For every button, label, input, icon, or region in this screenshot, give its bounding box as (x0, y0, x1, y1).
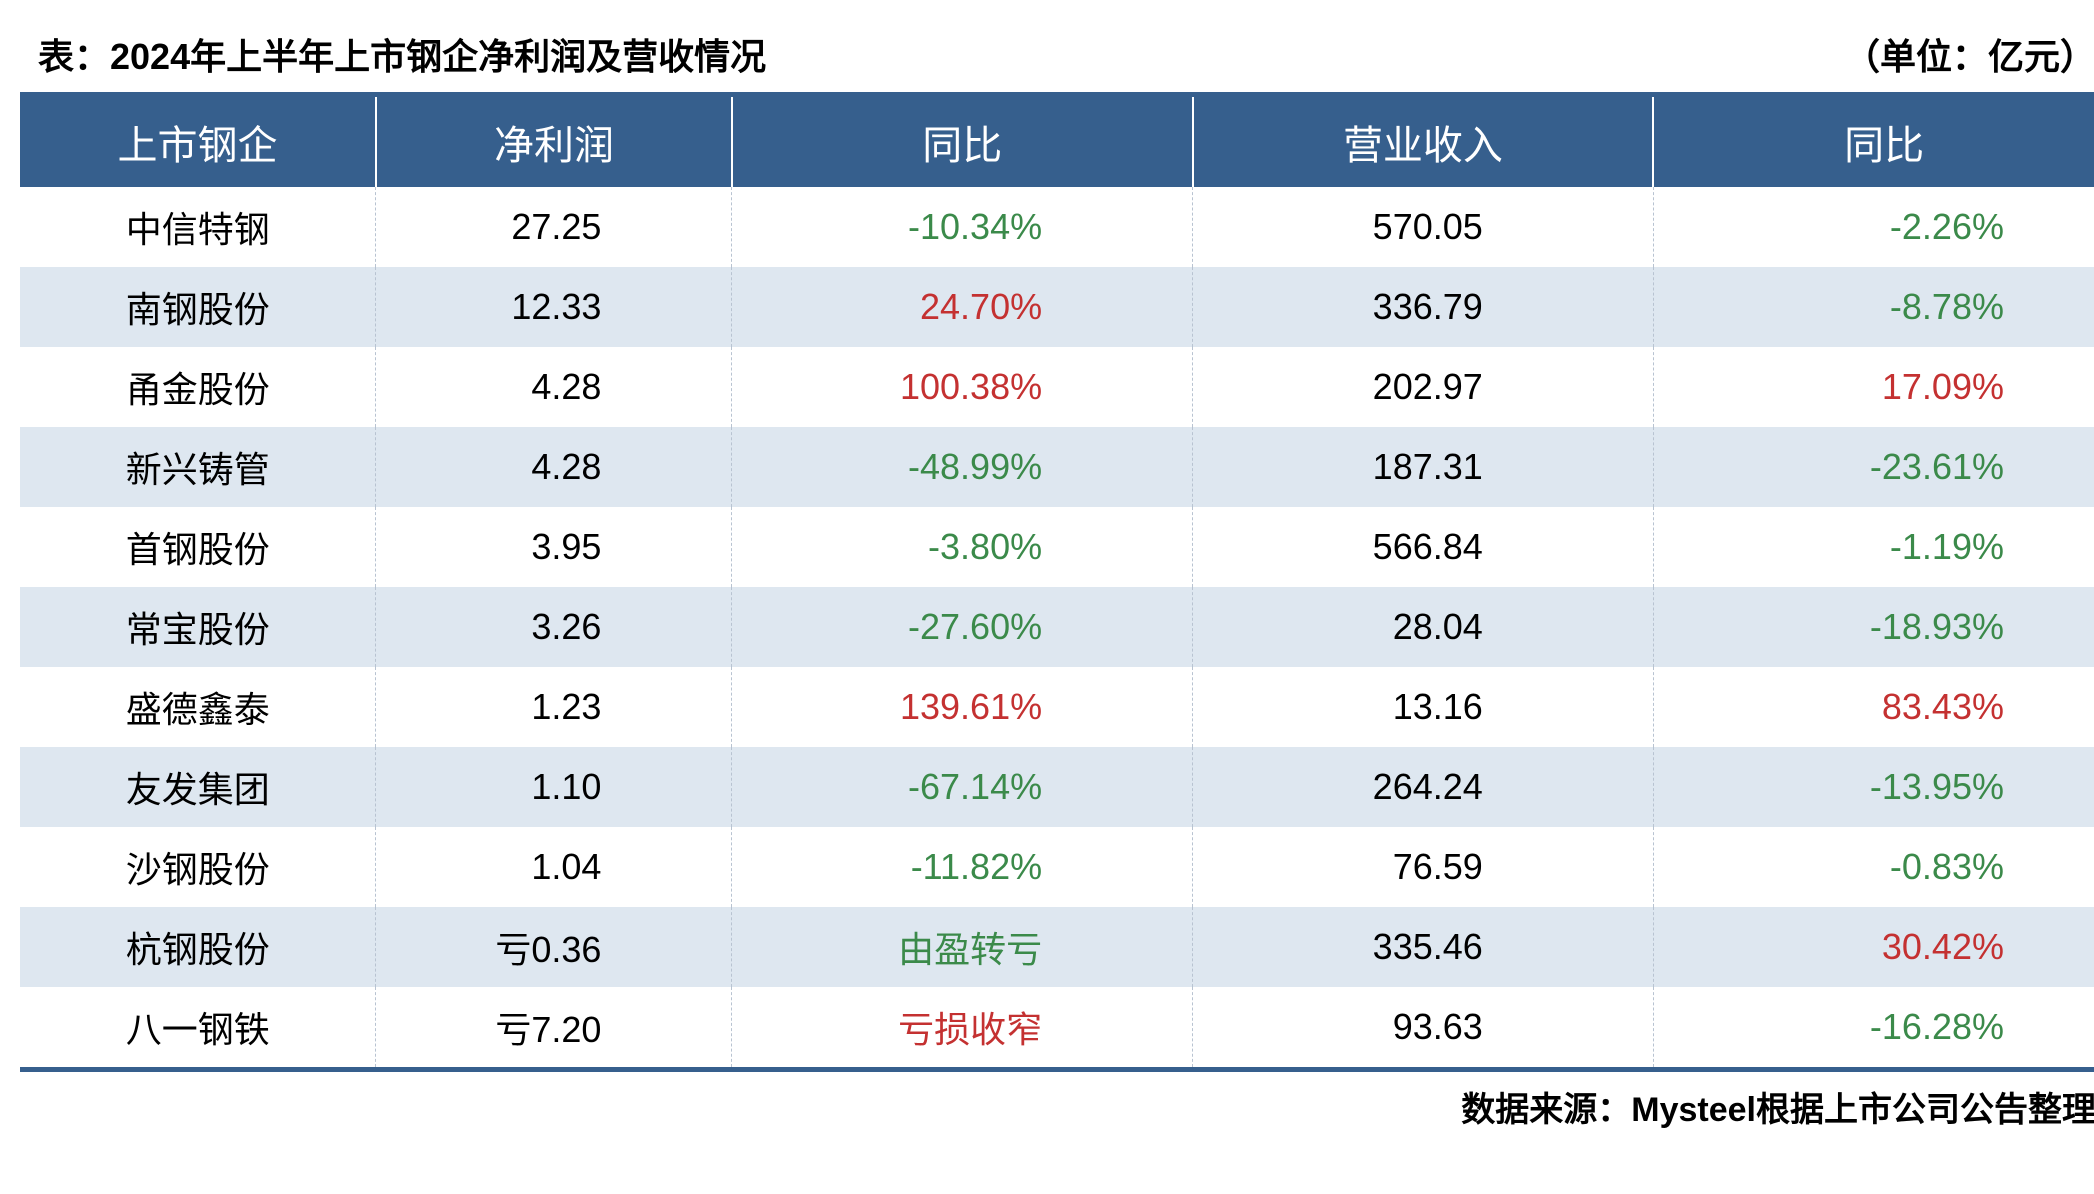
cell-profit: 4.28 (376, 427, 732, 507)
cell-revenue-yoy: -8.78% (1653, 267, 2094, 347)
cell-revenue-yoy: 30.42% (1653, 907, 2094, 987)
table-container: 表：2024年上半年上市钢企净利润及营收情况 （单位：亿元） 上市钢企 净利润 … (20, 20, 2094, 1131)
cell-profit-yoy: -67.14% (732, 747, 1193, 827)
table-row: 甬金股份4.28100.38%202.9717.09% (20, 347, 2094, 427)
table-row: 首钢股份3.95-3.80%566.84-1.19% (20, 507, 2094, 587)
table-row: 沙钢股份1.04-11.82%76.59-0.83% (20, 827, 2094, 907)
cell-revenue-yoy: -2.26% (1653, 187, 2094, 267)
cell-company: 常宝股份 (20, 587, 376, 667)
cell-profit-yoy: -48.99% (732, 427, 1193, 507)
cell-profit-yoy: -10.34% (732, 187, 1193, 267)
cell-revenue-yoy: 17.09% (1653, 347, 2094, 427)
cell-revenue-yoy: 83.43% (1653, 667, 2094, 747)
cell-company: 首钢股份 (20, 507, 376, 587)
cell-profit: 1.04 (376, 827, 732, 907)
data-source: 数据来源：Mysteel根据上市公司公告整理 (20, 1072, 2094, 1131)
col-header-profit: 净利润 (376, 95, 732, 188)
cell-company: 盛德鑫泰 (20, 667, 376, 747)
table-body: 中信特钢27.25-10.34%570.05-2.26%南钢股份12.3324.… (20, 187, 2094, 1070)
cell-revenue-yoy: -16.28% (1653, 987, 2094, 1070)
cell-company: 沙钢股份 (20, 827, 376, 907)
table-unit: （单位：亿元） (1844, 28, 2094, 80)
cell-profit: 亏7.20 (376, 987, 732, 1070)
cell-profit: 3.26 (376, 587, 732, 667)
table-row: 中信特钢27.25-10.34%570.05-2.26% (20, 187, 2094, 267)
cell-revenue: 566.84 (1193, 507, 1654, 587)
cell-profit: 27.25 (376, 187, 732, 267)
table-row: 南钢股份12.3324.70%336.79-8.78% (20, 267, 2094, 347)
cell-company: 南钢股份 (20, 267, 376, 347)
cell-company: 友发集团 (20, 747, 376, 827)
cell-revenue-yoy: -23.61% (1653, 427, 2094, 507)
cell-revenue: 76.59 (1193, 827, 1654, 907)
table-row: 友发集团1.10-67.14%264.24-13.95% (20, 747, 2094, 827)
cell-company: 甬金股份 (20, 347, 376, 427)
table-row: 盛德鑫泰1.23139.61%13.1683.43% (20, 667, 2094, 747)
cell-revenue: 264.24 (1193, 747, 1654, 827)
table-row: 常宝股份3.26-27.60%28.04-18.93% (20, 587, 2094, 667)
cell-company: 杭钢股份 (20, 907, 376, 987)
table-row: 八一钢铁亏7.20亏损收窄93.63-16.28% (20, 987, 2094, 1070)
col-header-revenue-yoy: 同比 (1653, 95, 2094, 188)
cell-profit-yoy: 139.61% (732, 667, 1193, 747)
header-row: 上市钢企 净利润 同比 营业收入 同比 (20, 95, 2094, 188)
cell-revenue-yoy: -18.93% (1653, 587, 2094, 667)
cell-profit-yoy: 24.70% (732, 267, 1193, 347)
cell-revenue: 570.05 (1193, 187, 1654, 267)
cell-profit: 4.28 (376, 347, 732, 427)
cell-revenue: 13.16 (1193, 667, 1654, 747)
cell-revenue: 335.46 (1193, 907, 1654, 987)
cell-revenue-yoy: -0.83% (1653, 827, 2094, 907)
cell-company: 新兴铸管 (20, 427, 376, 507)
cell-revenue: 187.31 (1193, 427, 1654, 507)
cell-revenue-yoy: -1.19% (1653, 507, 2094, 587)
table-row: 新兴铸管4.28-48.99%187.31-23.61% (20, 427, 2094, 507)
table-title: 表：2024年上半年上市钢企净利润及营收情况 (38, 28, 766, 80)
cell-profit: 亏0.36 (376, 907, 732, 987)
col-header-revenue: 营业收入 (1193, 95, 1654, 188)
steel-companies-table: 上市钢企 净利润 同比 营业收入 同比 中信特钢27.25-10.34%570.… (20, 92, 2094, 1072)
cell-profit: 3.95 (376, 507, 732, 587)
cell-revenue: 202.97 (1193, 347, 1654, 427)
cell-profit-yoy: -3.80% (732, 507, 1193, 587)
cell-profit-yoy: -11.82% (732, 827, 1193, 907)
cell-revenue: 28.04 (1193, 587, 1654, 667)
cell-profit: 1.23 (376, 667, 732, 747)
cell-profit-yoy: 由盈转亏 (732, 907, 1193, 987)
cell-profit-yoy: 100.38% (732, 347, 1193, 427)
cell-profit: 12.33 (376, 267, 732, 347)
cell-profit-yoy: 亏损收窄 (732, 987, 1193, 1070)
table-row: 杭钢股份亏0.36由盈转亏335.4630.42% (20, 907, 2094, 987)
cell-revenue: 336.79 (1193, 267, 1654, 347)
cell-company: 八一钢铁 (20, 987, 376, 1070)
cell-profit: 1.10 (376, 747, 732, 827)
cell-company: 中信特钢 (20, 187, 376, 267)
cell-revenue: 93.63 (1193, 987, 1654, 1070)
cell-profit-yoy: -27.60% (732, 587, 1193, 667)
col-header-profit-yoy: 同比 (732, 95, 1193, 188)
cell-revenue-yoy: -13.95% (1653, 747, 2094, 827)
header-row: 表：2024年上半年上市钢企净利润及营收情况 （单位：亿元） (20, 20, 2094, 92)
col-header-company: 上市钢企 (20, 95, 376, 188)
